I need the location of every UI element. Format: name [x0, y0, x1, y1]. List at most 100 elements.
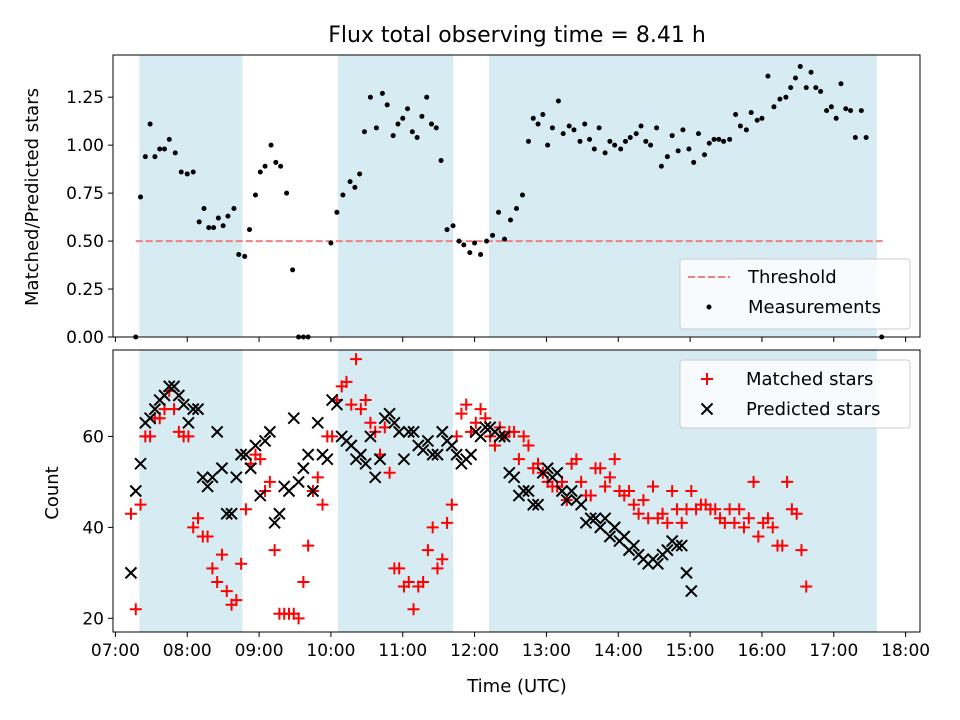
predicted-star-marker [129, 484, 142, 498]
measurement-point [530, 115, 536, 121]
measurement-point [225, 213, 231, 219]
measurement-point [808, 69, 814, 75]
predicted-star-marker [369, 471, 382, 484]
predicted-star-marker [210, 425, 224, 439]
measurement-point [211, 225, 217, 231]
x-tick-label: 11:00 [378, 641, 427, 661]
measurement-point [450, 223, 456, 229]
measurement-point [618, 146, 624, 152]
measurement-point [858, 108, 864, 114]
predicted-star-marker [230, 471, 243, 484]
measurement-point [695, 131, 701, 137]
measurement-point [184, 171, 190, 177]
measurement-point [555, 98, 561, 104]
measurement-point [190, 169, 196, 175]
measurement-point [428, 121, 434, 127]
measurement-point [340, 192, 346, 198]
legend-frame [679, 359, 911, 429]
matched-star-marker [421, 544, 434, 557]
matched-star-marker [441, 516, 454, 529]
measurement-point [472, 240, 478, 246]
matched-star-marker [302, 539, 315, 552]
predicted-star-marker [565, 484, 578, 498]
predicted-star-marker [598, 512, 612, 525]
matched-star-marker [239, 503, 252, 516]
predicted-star-marker [359, 457, 372, 470]
predicted-star-marker [680, 566, 693, 580]
matched-star-marker [292, 612, 305, 625]
matched-star-marker [431, 562, 444, 575]
measurement-point [754, 117, 760, 123]
measurement-point [797, 64, 803, 70]
matched-star-marker [685, 485, 698, 497]
matched-star-marker [637, 494, 650, 507]
measurement-point [478, 252, 484, 258]
x-tick-label: 18:00 [881, 641, 930, 661]
measurement-point [152, 154, 158, 160]
predicted-star-marker [421, 434, 435, 448]
predicted-star-marker [685, 584, 698, 598]
measurement-point [577, 138, 583, 144]
predicted-star-marker [388, 416, 401, 429]
matched-star-marker [632, 507, 645, 520]
predicted-star-marker [249, 439, 262, 452]
predicted-star-marker [498, 430, 511, 443]
legend-threshold-label: Threshold [747, 267, 837, 288]
measurement-point [612, 142, 618, 148]
predicted-star-marker [603, 530, 617, 543]
matched-star-marker [522, 439, 535, 452]
x-tick-label: 15:00 [666, 641, 715, 661]
predicted-star-marker [163, 380, 176, 393]
measurement-point [711, 136, 717, 142]
measurement-point [607, 138, 613, 144]
measurement-point [833, 115, 839, 121]
matched-star-marker [666, 485, 679, 497]
predicted-star-marker [464, 448, 478, 461]
measurement-point [290, 267, 296, 273]
matched-star-marker [311, 471, 324, 484]
shaded-interval [338, 55, 454, 337]
predicted-star-marker [608, 521, 621, 534]
matched-star-marker [383, 466, 396, 479]
y-tick-label: 60 [82, 427, 104, 447]
predicted-star-marker [148, 402, 162, 416]
measurement-point [701, 152, 707, 158]
matched-star-marker [795, 544, 808, 557]
predicted-star-marker [594, 521, 607, 534]
y-tick-label: 0.50 [66, 232, 104, 252]
predicted-star-marker [407, 425, 420, 439]
measurement-point [863, 134, 869, 140]
matched-star-marker [359, 394, 372, 407]
matched-star-marker [460, 398, 473, 411]
predicted-star-marker [627, 539, 641, 552]
matched-star-marker [354, 403, 367, 416]
measurement-point [373, 125, 379, 131]
predicted-star-marker [661, 543, 674, 557]
predicted-star-marker [431, 448, 444, 461]
matched-star-marker [182, 430, 195, 443]
measurement-point [675, 148, 681, 154]
predicted-star-marker [258, 434, 272, 448]
measurement-point [400, 115, 406, 121]
predicted-star-marker [589, 512, 602, 525]
y-tick-label: 20 [82, 609, 104, 629]
y-tick-label: 1.25 [66, 88, 104, 108]
predicted-star-marker [191, 402, 205, 416]
legend-predicted-label: Predicted stars [746, 399, 880, 420]
matched-star-marker [187, 521, 200, 534]
x-tick-label: 10:00 [306, 641, 355, 661]
y-tick-label: 0.00 [66, 328, 104, 348]
measurement-point [737, 123, 743, 129]
measurement-point [727, 136, 733, 142]
measurement-point [461, 242, 467, 248]
measurement-point [357, 171, 363, 177]
predicted-star-marker [215, 462, 229, 475]
measurement-point [262, 163, 268, 169]
measurement-point [379, 90, 385, 96]
measurement-point [433, 125, 439, 131]
predicted-star-marker [225, 507, 238, 520]
x-tick-label: 13:00 [522, 641, 571, 661]
predicted-star-marker [522, 484, 535, 498]
matched-star-marker [192, 512, 205, 525]
measurement-point [587, 136, 593, 142]
